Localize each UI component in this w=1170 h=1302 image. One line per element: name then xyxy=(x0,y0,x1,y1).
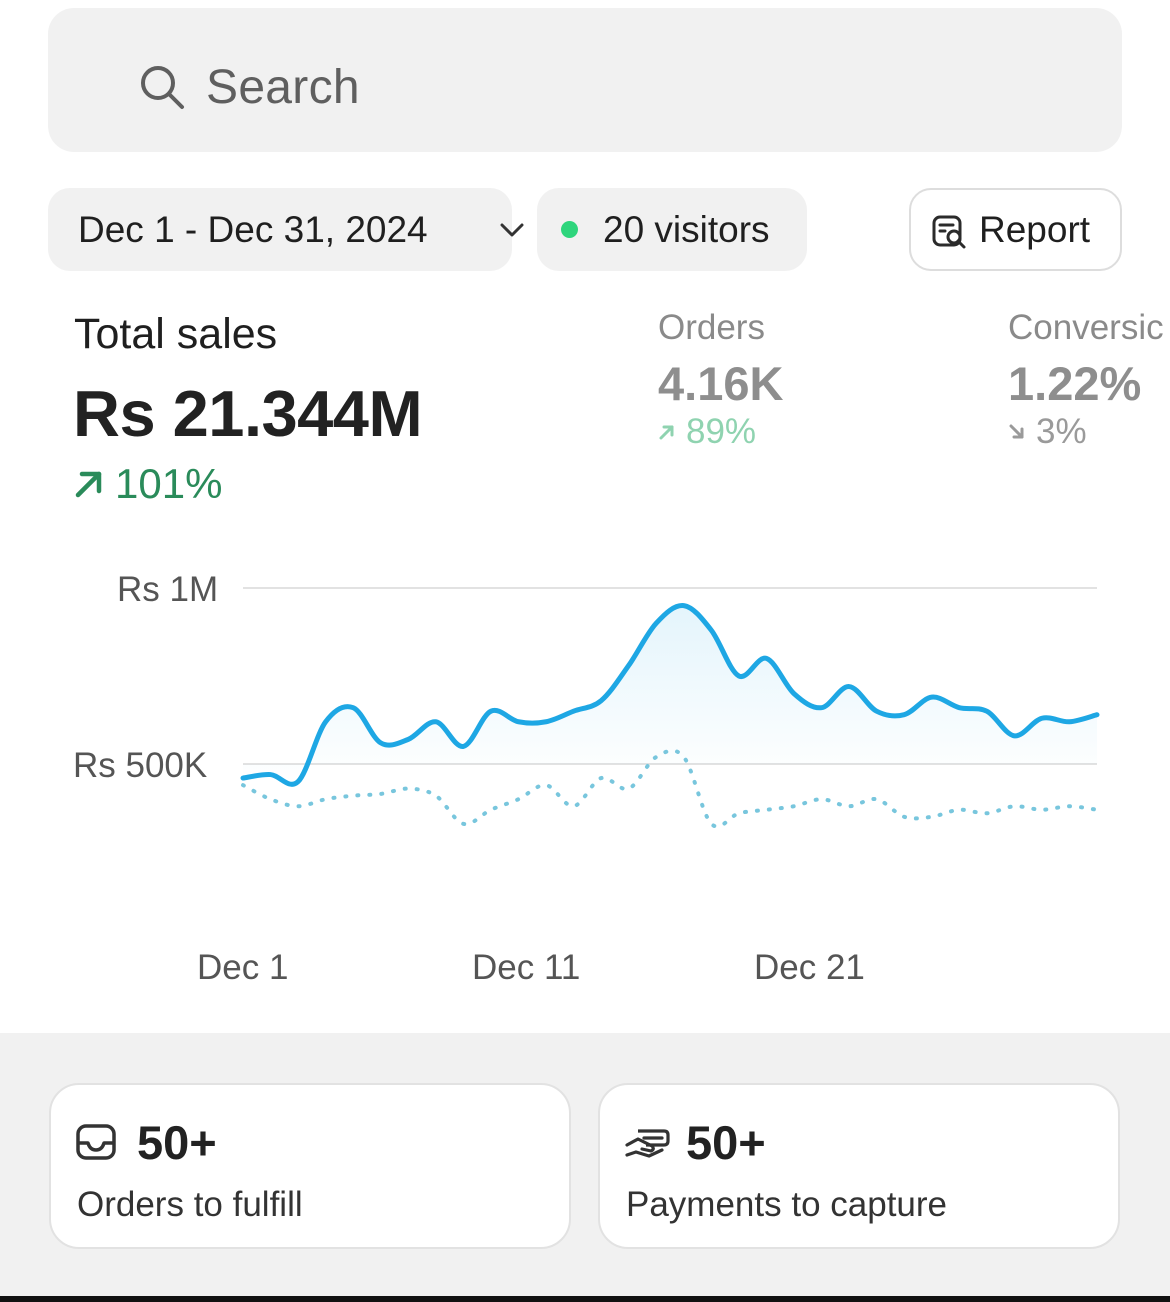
search-icon xyxy=(141,66,184,109)
conversion-change: 3% xyxy=(1008,412,1087,452)
arrow-down-right-icon xyxy=(1009,424,1024,439)
y-tick-500k: Rs 500K xyxy=(73,746,208,785)
y-tick-1m: Rs 1M xyxy=(117,570,219,609)
series-area-current xyxy=(243,605,1097,785)
x-tick-dec1: Dec 1 xyxy=(197,948,289,987)
x-tick-dec21: Dec 21 xyxy=(754,948,865,987)
report-label: Report xyxy=(979,208,1091,250)
report-icon xyxy=(932,215,966,249)
date-range-selector[interactable]: Dec 1 - Dec 31, 2024 xyxy=(48,188,524,271)
visitors-label: 20 visitors xyxy=(603,208,770,250)
series-line-current xyxy=(240,603,1100,787)
live-visitors-chip[interactable]: 20 visitors xyxy=(537,188,807,271)
orders-to-fulfill-label: Orders to fulfill xyxy=(77,1185,303,1224)
conversion-value: 1.22% xyxy=(1008,357,1142,410)
orders-label: Orders xyxy=(658,308,765,347)
arrow-up-right-icon xyxy=(659,425,674,440)
orders-to-fulfill-card[interactable]: 50+ Orders to fulfill xyxy=(49,1083,571,1249)
total-sales-label: Total sales xyxy=(74,310,278,358)
search-placeholder[interactable]: Search xyxy=(206,61,360,114)
search-bar[interactable]: Search xyxy=(48,8,1122,152)
report-button[interactable]: Report xyxy=(909,188,1122,271)
x-tick-dec11: Dec 11 xyxy=(472,948,581,987)
conversion-label: Conversic xyxy=(1008,308,1164,347)
payments-to-capture-label: Payments to capture xyxy=(626,1185,947,1224)
conversion-change-value: 3% xyxy=(1036,412,1087,451)
orders-value: 4.16K xyxy=(658,357,784,410)
chart-plot xyxy=(240,587,1100,829)
orders-change: 89% xyxy=(658,412,756,452)
live-status-dot xyxy=(561,221,578,238)
total-sales-change: 101% xyxy=(73,460,222,508)
total-sales-value: Rs 21.344M xyxy=(73,377,423,450)
orders-change-value: 89% xyxy=(686,412,757,451)
arrow-up-right-icon xyxy=(75,471,102,498)
date-range-label: Dec 1 - Dec 31, 2024 xyxy=(78,208,428,250)
bottom-divider xyxy=(0,1296,1170,1302)
payments-to-capture-count: 50+ xyxy=(686,1116,766,1169)
sales-chart: Rs 1M Rs 500K Dec 1 Dec 11 Dec 21 xyxy=(0,530,1170,1000)
payments-to-capture-card[interactable]: 50+ Payments to capture xyxy=(598,1083,1120,1249)
hand-cash-icon xyxy=(625,1129,670,1158)
orders-to-fulfill-count: 50+ xyxy=(137,1116,217,1169)
inbox-icon xyxy=(76,1124,116,1160)
chevron-down-icon xyxy=(500,223,524,237)
total-sales-change-value: 101% xyxy=(115,460,223,507)
series-line-previous xyxy=(241,748,1099,829)
